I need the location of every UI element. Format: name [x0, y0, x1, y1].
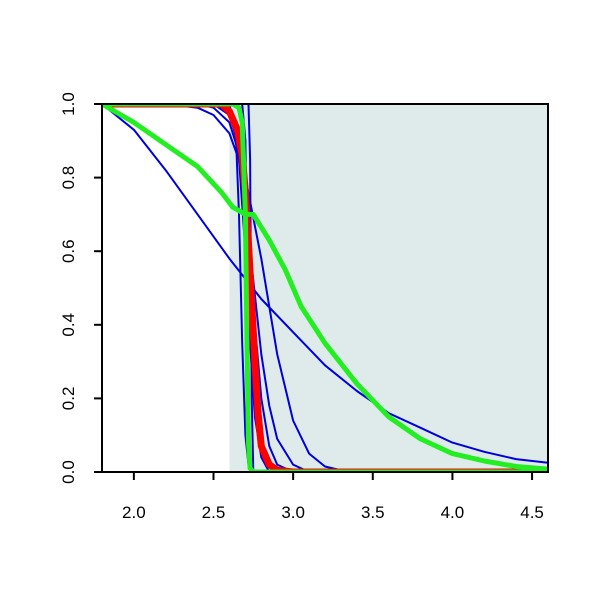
plot-frame: [101, 103, 549, 473]
y-tick-label: 0.2: [59, 387, 78, 411]
x-tick-label: 4.5: [520, 503, 544, 522]
series-line-9: [102, 104, 548, 472]
shaded-region: [229, 104, 548, 472]
y-tick-label: 0.8: [59, 166, 78, 190]
series-line-10: [102, 104, 548, 472]
y-tick-label: 0.6: [59, 239, 78, 263]
x-tick-label: 3.5: [361, 503, 385, 522]
y-axis: 0.0 0.2 0.4 0.6 0.8 1.0: [59, 92, 102, 484]
x-tick-label: 3.0: [281, 503, 305, 522]
y-tick-label: 0.4: [59, 313, 78, 337]
y-tick-label: 0.0: [59, 460, 78, 484]
x-tick-label: 2.5: [202, 503, 226, 522]
y-tick-label: 1.0: [59, 92, 78, 116]
x-tick-label: 2.0: [122, 503, 146, 522]
series-layer: [102, 104, 548, 472]
x-axis: 2.0 2.5 3.0 3.5 4.0 4.5: [122, 472, 544, 522]
x-tick-label: 4.0: [441, 503, 465, 522]
series-line-0: [102, 104, 548, 464]
series-line-8: [102, 104, 548, 472]
